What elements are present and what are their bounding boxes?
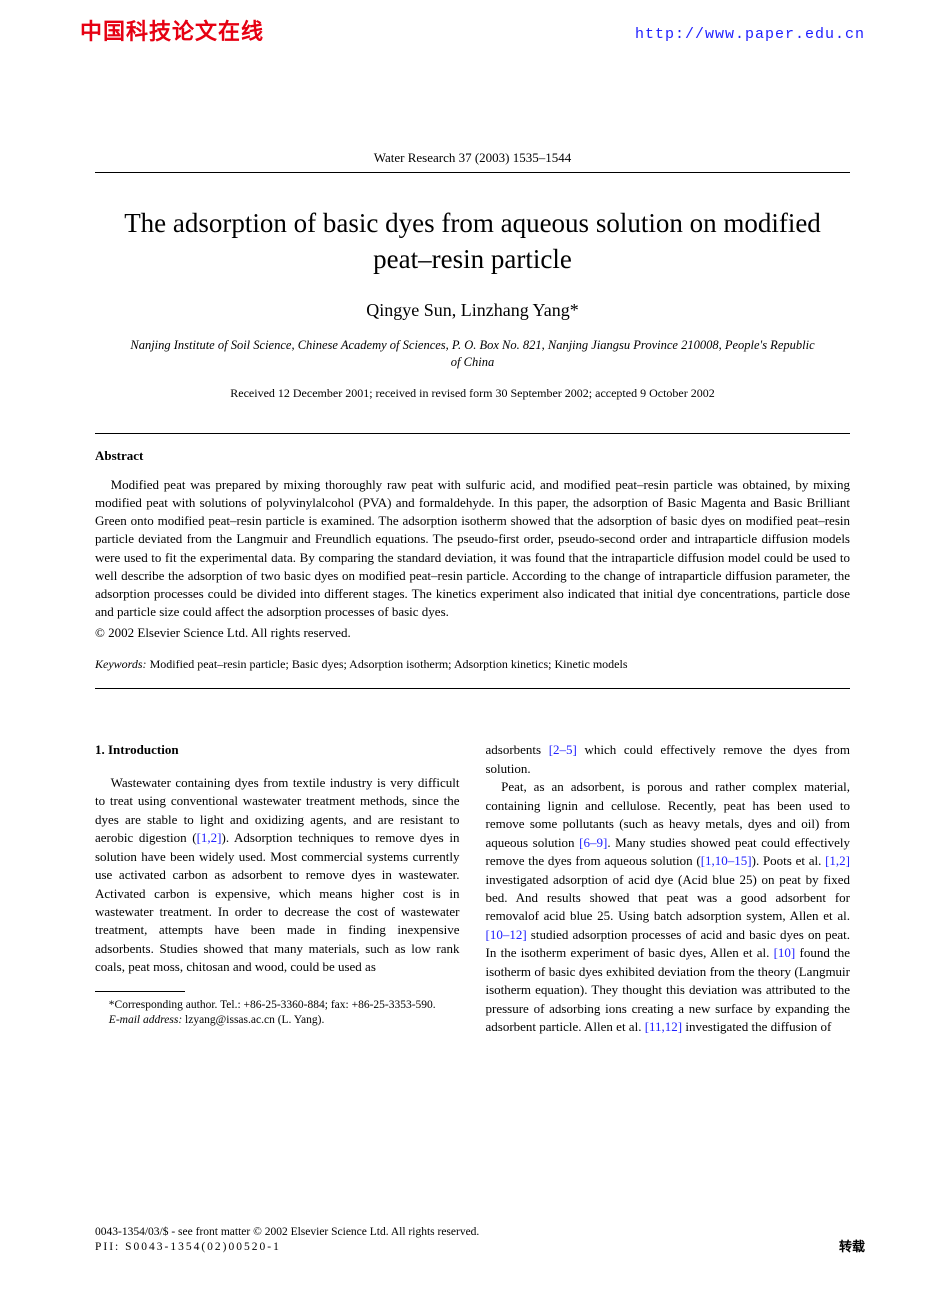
affiliation: Nanjing Institute of Soil Science, Chine… [95,337,850,372]
citation-link[interactable]: [10] [774,945,796,960]
body-columns: 1. Introduction Wastewater containing dy… [95,741,850,1036]
text-fragment: ). Adsorption techniques to remove dyes … [95,830,460,974]
section-heading-introduction: 1. Introduction [95,741,460,759]
citation-link[interactable]: [1,2] [825,853,850,868]
column-left: 1. Introduction Wastewater containing dy… [95,741,460,1036]
intro-paragraph-2: Peat, as an adsorbent, is porous and rat… [486,778,851,1036]
keywords: Keywords: Modified peat–resin particle; … [95,657,850,672]
keywords-text: Modified peat–resin particle; Basic dyes… [147,657,628,671]
keywords-label: Keywords: [95,657,147,671]
citation-link[interactable]: [2–5] [549,742,577,757]
article-title: The adsorption of basic dyes from aqueou… [95,205,850,278]
text-fragment: investigated adsorption of acid dye (Aci… [486,872,851,924]
email-footnote: E-mail address: lzyang@issas.ac.cn (L. Y… [95,1013,460,1029]
text-fragment: investigated the diffusion of [682,1019,831,1034]
journal-citation: Water Research 37 (2003) 1535–1544 [95,150,850,166]
authors: Qingye Sun, Linzhang Yang* [95,300,850,321]
intro-paragraph-1: Wastewater containing dyes from textile … [95,774,460,977]
abstract-rule-top [95,433,850,434]
citation-link[interactable]: [1,10–15] [701,853,752,868]
text-fragment: adsorbents [486,742,549,757]
title-rule-top [95,172,850,173]
footnote-separator [95,991,185,992]
citation-link[interactable]: [10–12] [486,927,527,942]
abstract-text: Modified peat was prepared by mixing tho… [95,476,850,622]
text-fragment: ). Poots et al. [752,853,825,868]
citation-link[interactable]: [11,12] [645,1019,682,1034]
copyright: © 2002 Elsevier Science Ltd. All rights … [95,625,850,641]
header-url[interactable]: http://www.paper.edu.cn [635,26,865,43]
column-right: adsorbents [2–5] which could effectively… [486,741,851,1036]
footer-line1: 0043-1354/03/$ - see front matter © 2002… [95,1225,850,1240]
corresponding-author-footnote: *Corresponding author. Tel.: +86-25-3360… [95,998,460,1014]
email-label: E-mail address: [109,1014,182,1026]
footer-zh-label: 转载 [839,1236,865,1255]
page-content: Water Research 37 (2003) 1535–1544 The a… [95,150,850,1037]
citation-link[interactable]: [1,2] [197,830,222,845]
intro-paragraph-1-cont: adsorbents [2–5] which could effectively… [486,741,851,778]
email-text: lzyang@issas.ac.cn (L. Yang). [182,1014,324,1026]
abstract-heading: Abstract [95,448,850,464]
article-dates: Received 12 December 2001; received in r… [95,386,850,401]
header-logo: 中国科技论文在线 [80,14,264,46]
page-footer: 0043-1354/03/$ - see front matter © 2002… [95,1225,850,1255]
abstract-rule-bottom [95,688,850,689]
footer-line2: PII: S0043-1354(02)00520-1 [95,1240,850,1255]
citation-link[interactable]: [6–9] [579,835,607,850]
